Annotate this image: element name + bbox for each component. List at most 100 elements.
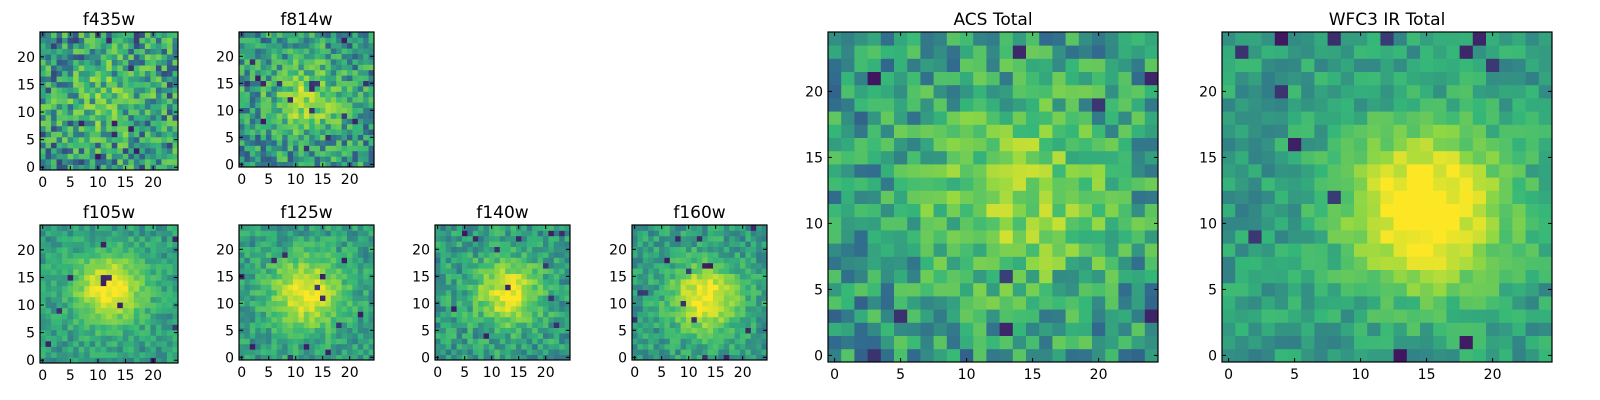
heatmap-cell (467, 262, 474, 269)
heatmap-cell (946, 84, 961, 99)
heatmap-cell (472, 338, 479, 345)
heatmap-cell (139, 285, 146, 292)
heatmap-cell (271, 273, 278, 280)
heatmap-cell (128, 65, 135, 72)
heatmap-cell (854, 230, 868, 244)
heatmap-cell (51, 120, 57, 127)
heatmap-cell (117, 318, 124, 325)
heatmap-cell (341, 257, 348, 264)
heatmap-cell (320, 75, 326, 81)
heatmap-cell (526, 268, 533, 274)
heatmap-cell (718, 289, 725, 296)
heatmap-cell (67, 158, 74, 165)
heatmap-cell (986, 177, 1000, 191)
heatmap-cell (440, 327, 447, 334)
heatmap-cell (734, 230, 741, 237)
heatmap-cell (287, 145, 294, 152)
heatmap-cell (276, 64, 283, 71)
heatmap-cell (867, 177, 882, 191)
heatmap-cell (745, 354, 752, 361)
heatmap-cell (67, 274, 74, 281)
heatmap-cell (78, 335, 85, 342)
heatmap-cell (841, 137, 855, 152)
heatmap-cell (1525, 335, 1540, 350)
heatmap-cell (1327, 322, 1342, 336)
axes-frame (631, 224, 768, 361)
heatmap-cell (244, 246, 251, 253)
heatmap-cell (1118, 71, 1132, 86)
heatmap-cell (150, 313, 157, 320)
heatmap-cell (325, 69, 332, 76)
heatmap-cell (357, 118, 364, 125)
heatmap-cell (1367, 269, 1381, 284)
heatmap-cell (659, 284, 665, 291)
heatmap-cell (548, 284, 555, 291)
heatmap-cell (1406, 322, 1421, 336)
heatmap-cell (161, 32, 168, 38)
heatmap-cell (293, 311, 299, 318)
heatmap-cell (456, 322, 463, 328)
heatmap-cell (675, 252, 681, 258)
heatmap-cell (483, 343, 490, 350)
heatmap-cell (161, 70, 168, 77)
heatmap-cell (336, 300, 342, 307)
heatmap-cell (62, 340, 68, 347)
heatmap-cell (368, 140, 375, 146)
heatmap-cell (472, 316, 479, 323)
heatmap-cell (521, 322, 528, 328)
heatmap-cell (106, 164, 113, 171)
heatmap-cell (1406, 296, 1421, 310)
heatmap-cell (336, 42, 342, 49)
heatmap-cell (1261, 230, 1276, 244)
heatmap-cell (282, 354, 288, 361)
heatmap-cell (642, 235, 649, 242)
heatmap-cell (537, 327, 544, 334)
heatmap-cell (559, 257, 565, 264)
heatmap-cell (750, 230, 757, 237)
heatmap-cell (1499, 309, 1513, 323)
heatmap-cell (756, 273, 762, 280)
heatmap-cell (84, 280, 91, 287)
heatmap-cell (106, 120, 113, 127)
heatmap-cell (95, 81, 102, 88)
heatmap-cell (841, 269, 855, 284)
heatmap-cell (276, 48, 283, 54)
heatmap-cell (255, 252, 261, 258)
heatmap-cell (282, 246, 288, 253)
heatmap-cell (1026, 32, 1040, 46)
heatmap-cell (894, 32, 908, 46)
heatmap-cell (352, 311, 359, 318)
heatmap-cell (1235, 322, 1249, 336)
heatmap-cell (462, 273, 468, 280)
heatmap-cell (330, 300, 337, 307)
heatmap-cell (516, 327, 522, 334)
heatmap-cell (117, 269, 124, 276)
heatmap-cell (161, 37, 168, 44)
heatmap-cell (841, 335, 855, 350)
heatmap-cell (122, 241, 129, 248)
heatmap-cell (150, 76, 157, 83)
heatmap-cell (166, 291, 173, 298)
heatmap-cell (298, 129, 305, 135)
heatmap-cell (707, 273, 714, 280)
heatmap-cell (111, 131, 118, 138)
heatmap-cell (1327, 256, 1342, 270)
heatmap-cell (282, 311, 288, 318)
heatmap-cell (462, 316, 468, 323)
heatmap-cell (999, 111, 1014, 125)
heatmap-cell (128, 340, 135, 347)
heatmap-cell (973, 282, 987, 297)
heatmap-cell (686, 235, 692, 242)
heatmap-cell (548, 306, 555, 312)
heatmap-cell (166, 302, 173, 309)
heatmap-cell (166, 318, 173, 325)
heatmap-cell (352, 42, 359, 49)
heatmap-cell (510, 327, 517, 334)
heatmap-cell (445, 225, 452, 231)
heatmap-cell (155, 48, 162, 55)
heatmap-cell (341, 107, 348, 114)
heatmap-cell (106, 76, 113, 83)
heatmap-cell (282, 225, 288, 231)
heatmap-cell (756, 311, 762, 318)
heatmap-cell (880, 111, 895, 125)
